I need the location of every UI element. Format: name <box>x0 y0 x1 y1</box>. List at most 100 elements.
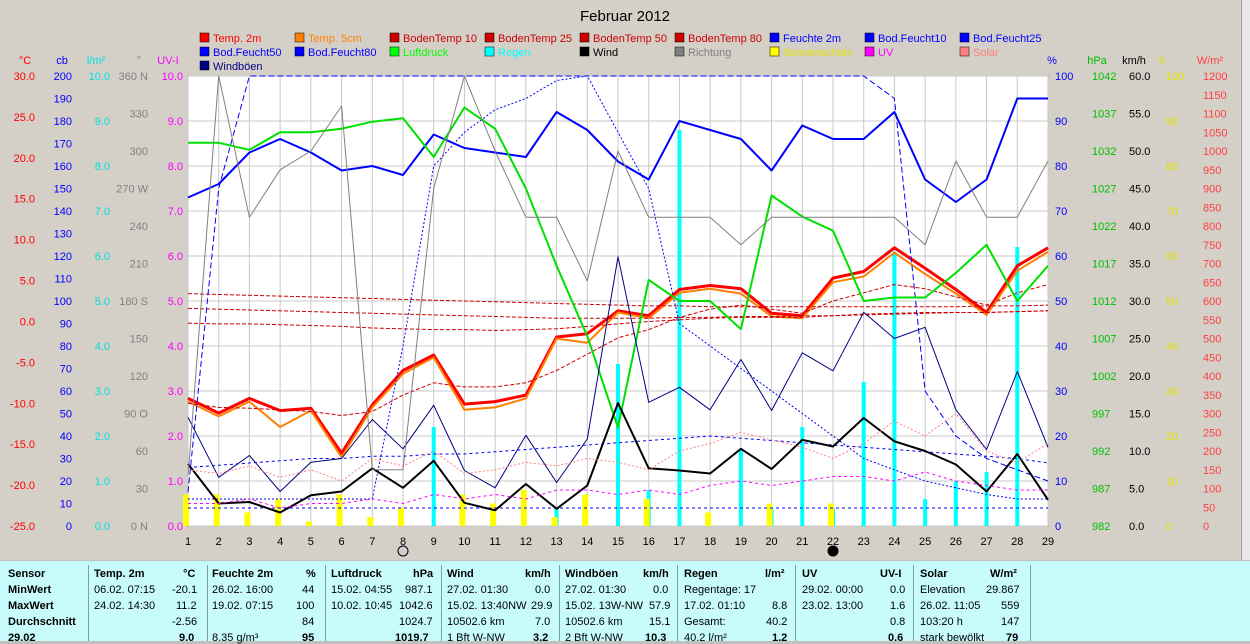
x-tick-label: 15 <box>612 536 624 548</box>
series-line-bod-feucht25 <box>188 75 1048 500</box>
axis-tick-label: 1.0 <box>168 476 183 488</box>
boen-avg-text: 10502.6 km <box>565 616 623 628</box>
axis-tick-label: 850 <box>1203 202 1221 214</box>
solar-max-time: 26.02. 11:05 <box>920 600 981 612</box>
series-line-bod-feucht10 <box>187 75 1049 493</box>
legend-label: UV <box>878 47 894 59</box>
axis-tick-label: 50.0 <box>1129 146 1150 158</box>
x-tick-label: 23 <box>858 536 870 548</box>
axis-tick-label: 90 <box>60 319 72 331</box>
axis-tick-label: 20 <box>1055 431 1067 443</box>
axis-tick-label: 170 <box>54 139 72 151</box>
legend-label: Regen <box>498 47 530 59</box>
wind-max-value: 29.9 <box>531 600 553 612</box>
legend-swatch <box>769 46 780 57</box>
x-tick-label: 28 <box>1011 536 1023 548</box>
regen-max-value: 8.8 <box>772 600 788 612</box>
x-tick-label: 22 <box>827 536 839 548</box>
solar-max-value: 559 <box>1001 600 1020 612</box>
bar-regen <box>677 130 682 526</box>
axis-tick-label: 300 <box>130 146 148 158</box>
axis-tick-label: -5.0 <box>16 357 35 369</box>
axis-tick-label: 70 <box>60 364 72 376</box>
solar-day-value: 79 <box>1006 632 1019 644</box>
bar-sonnenschein <box>367 517 374 526</box>
axis-tick-label: 40 <box>1166 341 1178 353</box>
legend-swatch <box>484 32 495 43</box>
weather-chart: Februar 2012 Temp. 2m Temp. 5cm BodenTemp 1… <box>10 8 1227 557</box>
axis-tick-label: 30 <box>60 454 72 466</box>
legend-swatch <box>959 46 970 57</box>
bar-sonnenschein <box>705 512 712 526</box>
axis-tick-label: 210 <box>130 259 148 271</box>
axis-tick-label: 90 O <box>124 409 148 421</box>
column-separator <box>913 565 914 641</box>
axis-tick-label: 3.0 <box>95 386 110 398</box>
legend-label: BodenTemp 25 <box>498 33 572 45</box>
bar-sonnenschein <box>244 512 251 526</box>
axis-unit-label: % <box>1047 55 1057 67</box>
vertical-scrollbar[interactable] <box>1241 0 1250 560</box>
legend-swatch <box>389 46 400 57</box>
axis-tick-label: 20.0 <box>14 153 35 165</box>
axis-tick-label: 50 <box>1203 502 1215 514</box>
axis-tick-label: 30 <box>1055 386 1067 398</box>
durchschnitt-label: Durchschnitt <box>8 616 76 628</box>
solar-day-text: stark bewölkt <box>920 632 985 644</box>
axis-tick-label: 900 <box>1203 184 1221 196</box>
bar-sonnenschein <box>520 490 527 526</box>
column-separator <box>677 565 678 641</box>
axis-tick-label: 80 <box>1166 161 1178 173</box>
boen-header: Windböen <box>565 568 619 580</box>
x-tick-label: 24 <box>888 536 900 548</box>
bar-sonnenschein <box>828 503 834 526</box>
axis-tick-label: 450 <box>1203 352 1221 364</box>
axis-tick-label: 15.0 <box>14 194 35 206</box>
regen-day-text: 40.2 l/m² <box>684 632 727 644</box>
solar-elevation-label: Elevation <box>920 584 966 596</box>
axis-tick-label: 987 <box>1092 484 1110 496</box>
x-tick-label: 18 <box>704 536 716 548</box>
axis-tick-label: 800 <box>1203 221 1221 233</box>
sensor-header: Sensor <box>8 568 46 580</box>
axis-tick-label: 1037 <box>1092 109 1116 121</box>
axis-tick-label: 130 <box>54 229 72 241</box>
axis-tick-label: 0 <box>1166 521 1172 533</box>
axis-tick-label: 40 <box>1055 341 1067 353</box>
axis-tick-label: 50 <box>1166 296 1178 308</box>
bar-regen <box>738 449 743 526</box>
regen-header: Regen <box>684 568 718 580</box>
uv-max-time: 23.02. 13:00 <box>802 600 864 612</box>
axis-tick-label: 80 <box>1055 161 1067 173</box>
bar-sonnenschein <box>398 508 404 526</box>
legend-swatch <box>389 32 400 43</box>
wind-min-value: 0.0 <box>535 584 551 596</box>
series-line-feuchte-2m <box>187 97 1048 203</box>
legend-label: Temp. 5cm <box>308 33 362 45</box>
x-tick-label: 13 <box>550 536 562 548</box>
legend-label: Bod.Feucht10 <box>878 33 947 45</box>
axis-tick-label: 140 <box>54 206 72 218</box>
axis-tick-label: 500 <box>1203 334 1221 346</box>
legend-label: Solar <box>973 47 999 59</box>
x-tick-label: 19 <box>735 536 747 548</box>
x-tick-label: 12 <box>520 536 532 548</box>
axis-tick-label: 100 <box>54 296 72 308</box>
series-line-bodentemp-80 <box>187 293 1049 308</box>
x-tick-label: 3 <box>246 536 252 548</box>
boen-max-time: 15.02. 13W-NW <box>565 600 644 612</box>
boen-min-time: 27.02. 01:30 <box>565 584 627 596</box>
weather-chart-panel: Februar 2012 Temp. 2m Temp. 5cm BodenTemp 1… <box>0 0 1250 560</box>
luftdruck-day-value: 1019.7 <box>395 632 429 644</box>
axis-tick-label: 300 <box>1203 409 1221 421</box>
wind-day-value: 3.2 <box>533 632 549 644</box>
solar-elevation-value: 29.867 <box>986 584 1020 596</box>
legend-swatch <box>864 46 875 57</box>
boen-unit: km/h <box>643 568 669 580</box>
axis-tick-label: 350 <box>1203 390 1221 402</box>
legend-label: Luftdruck <box>403 47 449 59</box>
series-line-luftdruck <box>188 106 1049 429</box>
luftdruck-min-time: 15.02. 04:55 <box>331 584 393 596</box>
column-separator <box>441 565 442 641</box>
x-tick-label: 29 <box>1042 536 1054 548</box>
